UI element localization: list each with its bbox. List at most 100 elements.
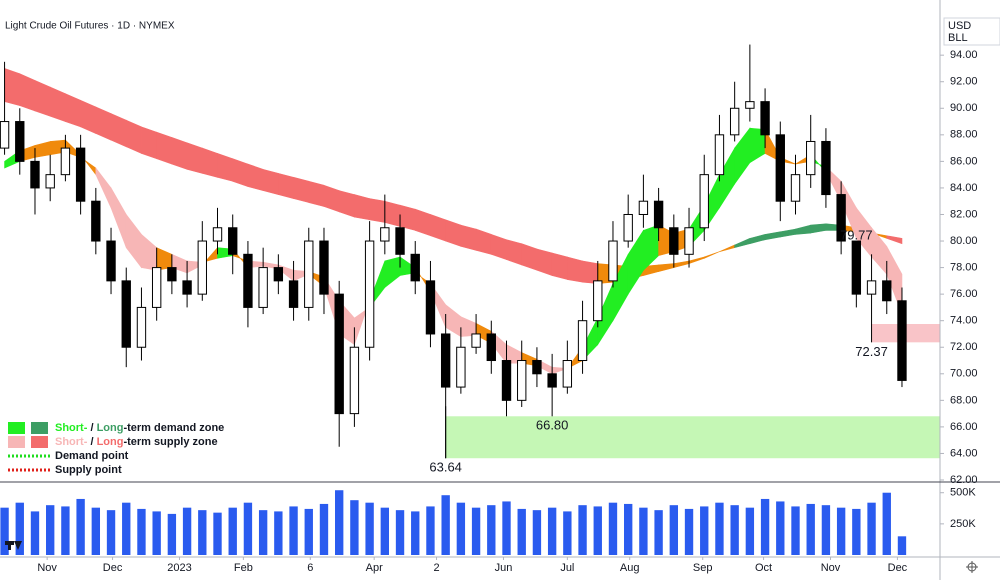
ribbon-segment (384, 200, 401, 227)
candle-body (775, 134, 785, 202)
volume-bar (426, 506, 435, 555)
settings-icon[interactable] (966, 561, 978, 573)
ribbon-segment (293, 176, 310, 203)
volume-bar (821, 505, 831, 555)
ribbon-segment (567, 256, 583, 283)
candle-body (334, 293, 344, 415)
candle-body (547, 373, 557, 388)
candle-body (273, 267, 284, 282)
y-tick-label: 64.00 (950, 447, 978, 459)
volume-bar (730, 505, 739, 555)
ribbon-segment (4, 68, 21, 107)
x-tick-label: Nov (821, 562, 841, 574)
candle-body (304, 240, 314, 308)
unit-box[interactable] (943, 17, 1000, 46)
volume-bar (304, 508, 313, 555)
candle-body (882, 280, 892, 302)
candle-body (364, 240, 375, 348)
y-tick-label: 74.00 (950, 315, 978, 327)
x-tick-label: Feb (234, 562, 253, 574)
y-tick-label: 92.00 (950, 76, 978, 88)
legend-part: / (87, 436, 96, 448)
volume-bar (639, 507, 648, 555)
candle-body (699, 174, 709, 229)
legend-label: Supply point (55, 464, 122, 476)
volume-bar (517, 508, 526, 555)
volume-bar (289, 506, 298, 555)
candle-body (790, 174, 801, 202)
x-tick-label: Jul (560, 562, 574, 574)
legend-swatch (31, 436, 48, 448)
y-tick-label: 86.00 (950, 155, 978, 167)
x-tick-label: Dec (103, 562, 123, 574)
ribbon-segment (886, 235, 903, 245)
legend-label: Short- / Long-term demand zone (55, 422, 224, 434)
volume-bar (46, 505, 55, 555)
volume-bar (350, 500, 359, 555)
ribbon-segment (308, 180, 325, 207)
annotation: 63.64 (429, 460, 462, 475)
candle-body (121, 280, 131, 348)
currency: USD (948, 20, 971, 32)
ribbon-segment (171, 137, 188, 170)
volume-bar (608, 502, 618, 555)
x-tick-label: 2023 (167, 562, 191, 574)
candle-body (608, 240, 618, 282)
candle-body (0, 121, 10, 149)
candle-body (486, 333, 496, 362)
candle-body (243, 253, 253, 308)
volume-bar (76, 498, 85, 555)
x-tick-label: 6 (307, 562, 313, 574)
ribbon-segment (886, 246, 903, 315)
volume-bar (487, 505, 496, 555)
volume-bar (897, 536, 907, 555)
volume-bar (0, 507, 9, 555)
ribbon-segment (34, 79, 51, 117)
y-tick-label: 88.00 (950, 129, 978, 141)
y-tick-label: 66.00 (950, 421, 978, 433)
volume-bar (791, 506, 800, 555)
zone (445, 416, 940, 459)
candle-body (91, 200, 101, 242)
volume-bar (258, 510, 268, 555)
legend-swatch (31, 422, 48, 434)
zones (445, 324, 940, 459)
candle-body (151, 267, 162, 308)
volume-bar (91, 507, 101, 555)
x-tick-label: 2 (433, 562, 439, 574)
volume-bar (198, 510, 207, 555)
legend-swatch (8, 422, 25, 434)
volume-tick-label: 250K (950, 518, 976, 530)
candle-body (60, 147, 71, 176)
volume-bar (502, 501, 511, 555)
candle-body (836, 194, 846, 242)
candle-body (197, 240, 207, 295)
volume-bar (593, 506, 602, 555)
ribbon-segment (369, 198, 386, 223)
candle-body (714, 134, 725, 176)
candle-body (288, 280, 299, 308)
candle-body (684, 227, 694, 255)
candle-body (623, 213, 633, 242)
legend-part: -term supply zone (123, 436, 217, 448)
volume-bar (456, 502, 466, 555)
annotation: 79.77 (840, 228, 873, 243)
volume-bar (335, 490, 344, 555)
volume-bar (578, 505, 587, 555)
legend-part: -term demand zone (123, 422, 224, 434)
candle-body (897, 300, 907, 381)
candle-body (532, 360, 542, 375)
candle-body (806, 140, 816, 176)
candle-body (760, 101, 770, 136)
volume-bar (532, 510, 542, 555)
candle-body (167, 267, 177, 282)
volume-bar (867, 502, 876, 555)
volume-bar (152, 511, 161, 555)
volume-bar (213, 512, 222, 555)
volume-bar (30, 511, 40, 555)
volume-bar (182, 507, 192, 555)
volume-bar (365, 502, 374, 555)
volume-bar (563, 511, 572, 555)
volume-bar (319, 503, 329, 555)
